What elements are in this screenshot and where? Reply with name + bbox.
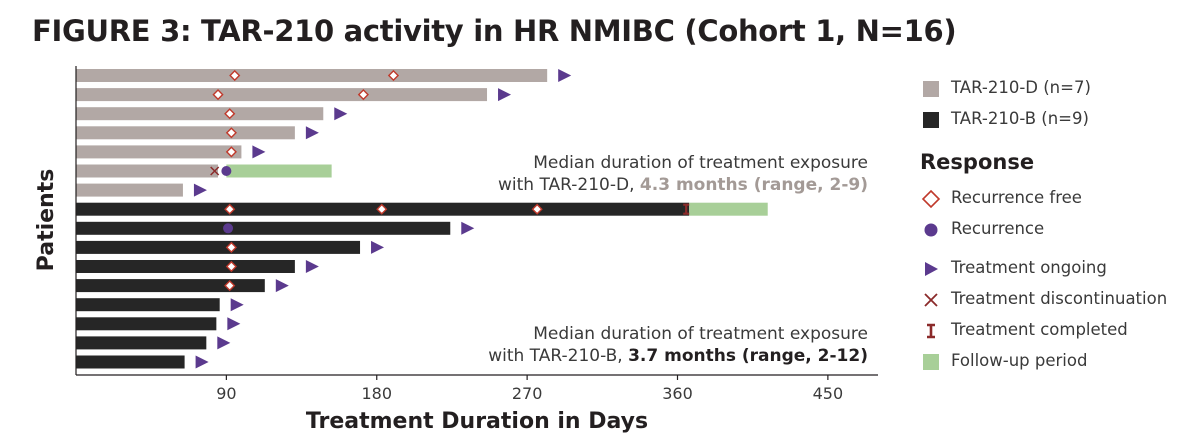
patient-bar: [76, 107, 324, 121]
patient-bar: [76, 88, 488, 102]
legend-item-recurrence-free: Recurrence free: [920, 184, 1195, 215]
ongoing-marker: [371, 240, 385, 254]
x-tick-label: 180: [361, 384, 392, 403]
recurrence-free-marker: [387, 69, 400, 82]
discontinuation-marker: [210, 166, 220, 176]
legend-item-tar210d: TAR-210-D (n=7): [920, 74, 1195, 105]
legend-item-completed: Treatment completed: [920, 316, 1195, 347]
ongoing-marker: [230, 298, 244, 312]
ongoing-marker: [217, 336, 231, 350]
patient-bar: [76, 69, 548, 82]
legend-label-tar210b: TAR-210-B (n=9): [951, 109, 1089, 128]
circle-icon: [924, 223, 938, 237]
median-annotation-tar210d: Median duration of treatment exposure wi…: [498, 152, 868, 196]
legend-item-ongoing: Treatment ongoing: [920, 254, 1195, 285]
annotation-b-highlight: 3.7 months (range, 2-12): [628, 346, 868, 366]
patient-bar: [76, 221, 451, 235]
recurrence-free-marker: [229, 69, 241, 82]
patient-bar: [76, 164, 219, 178]
x-tick-label: 90: [216, 384, 236, 403]
annotation-b-line1: Median duration of treatment exposure: [533, 324, 868, 344]
patient-bar: [76, 298, 220, 312]
y-axis-label: Patients: [34, 169, 59, 272]
recurrence-free-marker: [224, 108, 236, 120]
patient-bar: [76, 126, 295, 140]
followup-bar: [226, 164, 332, 178]
i-beam-icon: [927, 323, 935, 339]
recurrence-free-marker: [531, 203, 543, 215]
recurrence-marker: [221, 166, 232, 176]
patient-bar: [76, 260, 295, 273]
legend-label-ongoing: Treatment ongoing: [951, 258, 1107, 277]
ongoing-marker: [305, 126, 319, 140]
diamond-icon: [921, 189, 941, 209]
legend-label-recurrence-free: Recurrence free: [951, 188, 1082, 207]
patient-bar: [76, 279, 265, 293]
gray-square-icon: [923, 81, 939, 97]
x-tick-label: 450: [813, 384, 844, 403]
legend-item-recurrence: Recurrence: [920, 215, 1195, 246]
legend-item-followup: Follow-up period: [920, 347, 1195, 378]
ongoing-marker: [195, 355, 209, 369]
patient-bar: [76, 317, 217, 331]
ongoing-marker: [461, 221, 475, 235]
recurrence-free-marker: [224, 280, 236, 292]
recurrence-free-marker: [224, 203, 236, 215]
legend-label-completed: Treatment completed: [951, 320, 1128, 339]
annotation-d-line1: Median duration of treatment exposure: [533, 153, 868, 173]
x-tick-label: 360: [662, 384, 693, 403]
ongoing-marker: [275, 279, 289, 293]
x-tick-label: 270: [512, 384, 543, 403]
legend-heading-response: Response: [920, 150, 1035, 174]
legend-label-followup: Follow-up period: [951, 351, 1088, 370]
x-axis-label: Treatment Duration in Days: [306, 409, 648, 434]
ongoing-marker: [334, 107, 348, 121]
recurrence-marker: [223, 223, 234, 234]
black-square-icon: [923, 112, 939, 128]
recurrence-free-marker: [225, 146, 237, 158]
cross-icon: [924, 293, 938, 307]
recurrence-free-marker: [225, 127, 237, 139]
patient-bar: [76, 183, 183, 197]
recurrence-free-marker: [357, 89, 369, 101]
recurrence-free-marker: [376, 203, 388, 215]
patient-bar: [76, 355, 185, 369]
green-square-icon: [923, 354, 939, 370]
ongoing-marker: [498, 88, 512, 102]
followup-bar: [689, 202, 768, 216]
ongoing-marker: [305, 260, 319, 273]
annotation-b-prefix: with TAR-210-B,: [488, 346, 629, 366]
annotation-d-prefix: with TAR-210-D,: [498, 175, 640, 195]
legend-label-discontinuation: Treatment discontinuation: [951, 289, 1168, 308]
triangle-right-icon: [925, 262, 938, 276]
chart-title: FIGURE 3: TAR-210 activity in HR NMIBC (…: [32, 14, 957, 48]
legend-item-tar210b: TAR-210-B (n=9): [920, 105, 1195, 136]
legend-label-recurrence: Recurrence: [951, 219, 1045, 238]
ongoing-marker: [193, 183, 207, 197]
patient-bar: [76, 240, 361, 254]
recurrence-free-marker: [212, 89, 224, 101]
recurrence-free-marker: [225, 241, 237, 253]
annotation-d-highlight: 4.3 months (range, 2-9): [639, 175, 868, 195]
ongoing-marker: [558, 69, 572, 82]
completed-marker: [683, 203, 690, 215]
legend: TAR-210-D (n=7) TAR-210-B (n=9) Response…: [920, 74, 1195, 378]
ongoing-marker: [227, 317, 241, 331]
median-annotation-tar210b: Median duration of treatment exposure wi…: [488, 323, 868, 367]
ongoing-marker: [252, 145, 266, 159]
legend-item-discontinuation: Treatment discontinuation: [920, 285, 1195, 316]
patient-bar: [76, 145, 242, 159]
recurrence-free-marker: [225, 260, 237, 273]
legend-label-tar210d: TAR-210-D (n=7): [951, 78, 1091, 97]
patient-bar: [76, 336, 207, 350]
